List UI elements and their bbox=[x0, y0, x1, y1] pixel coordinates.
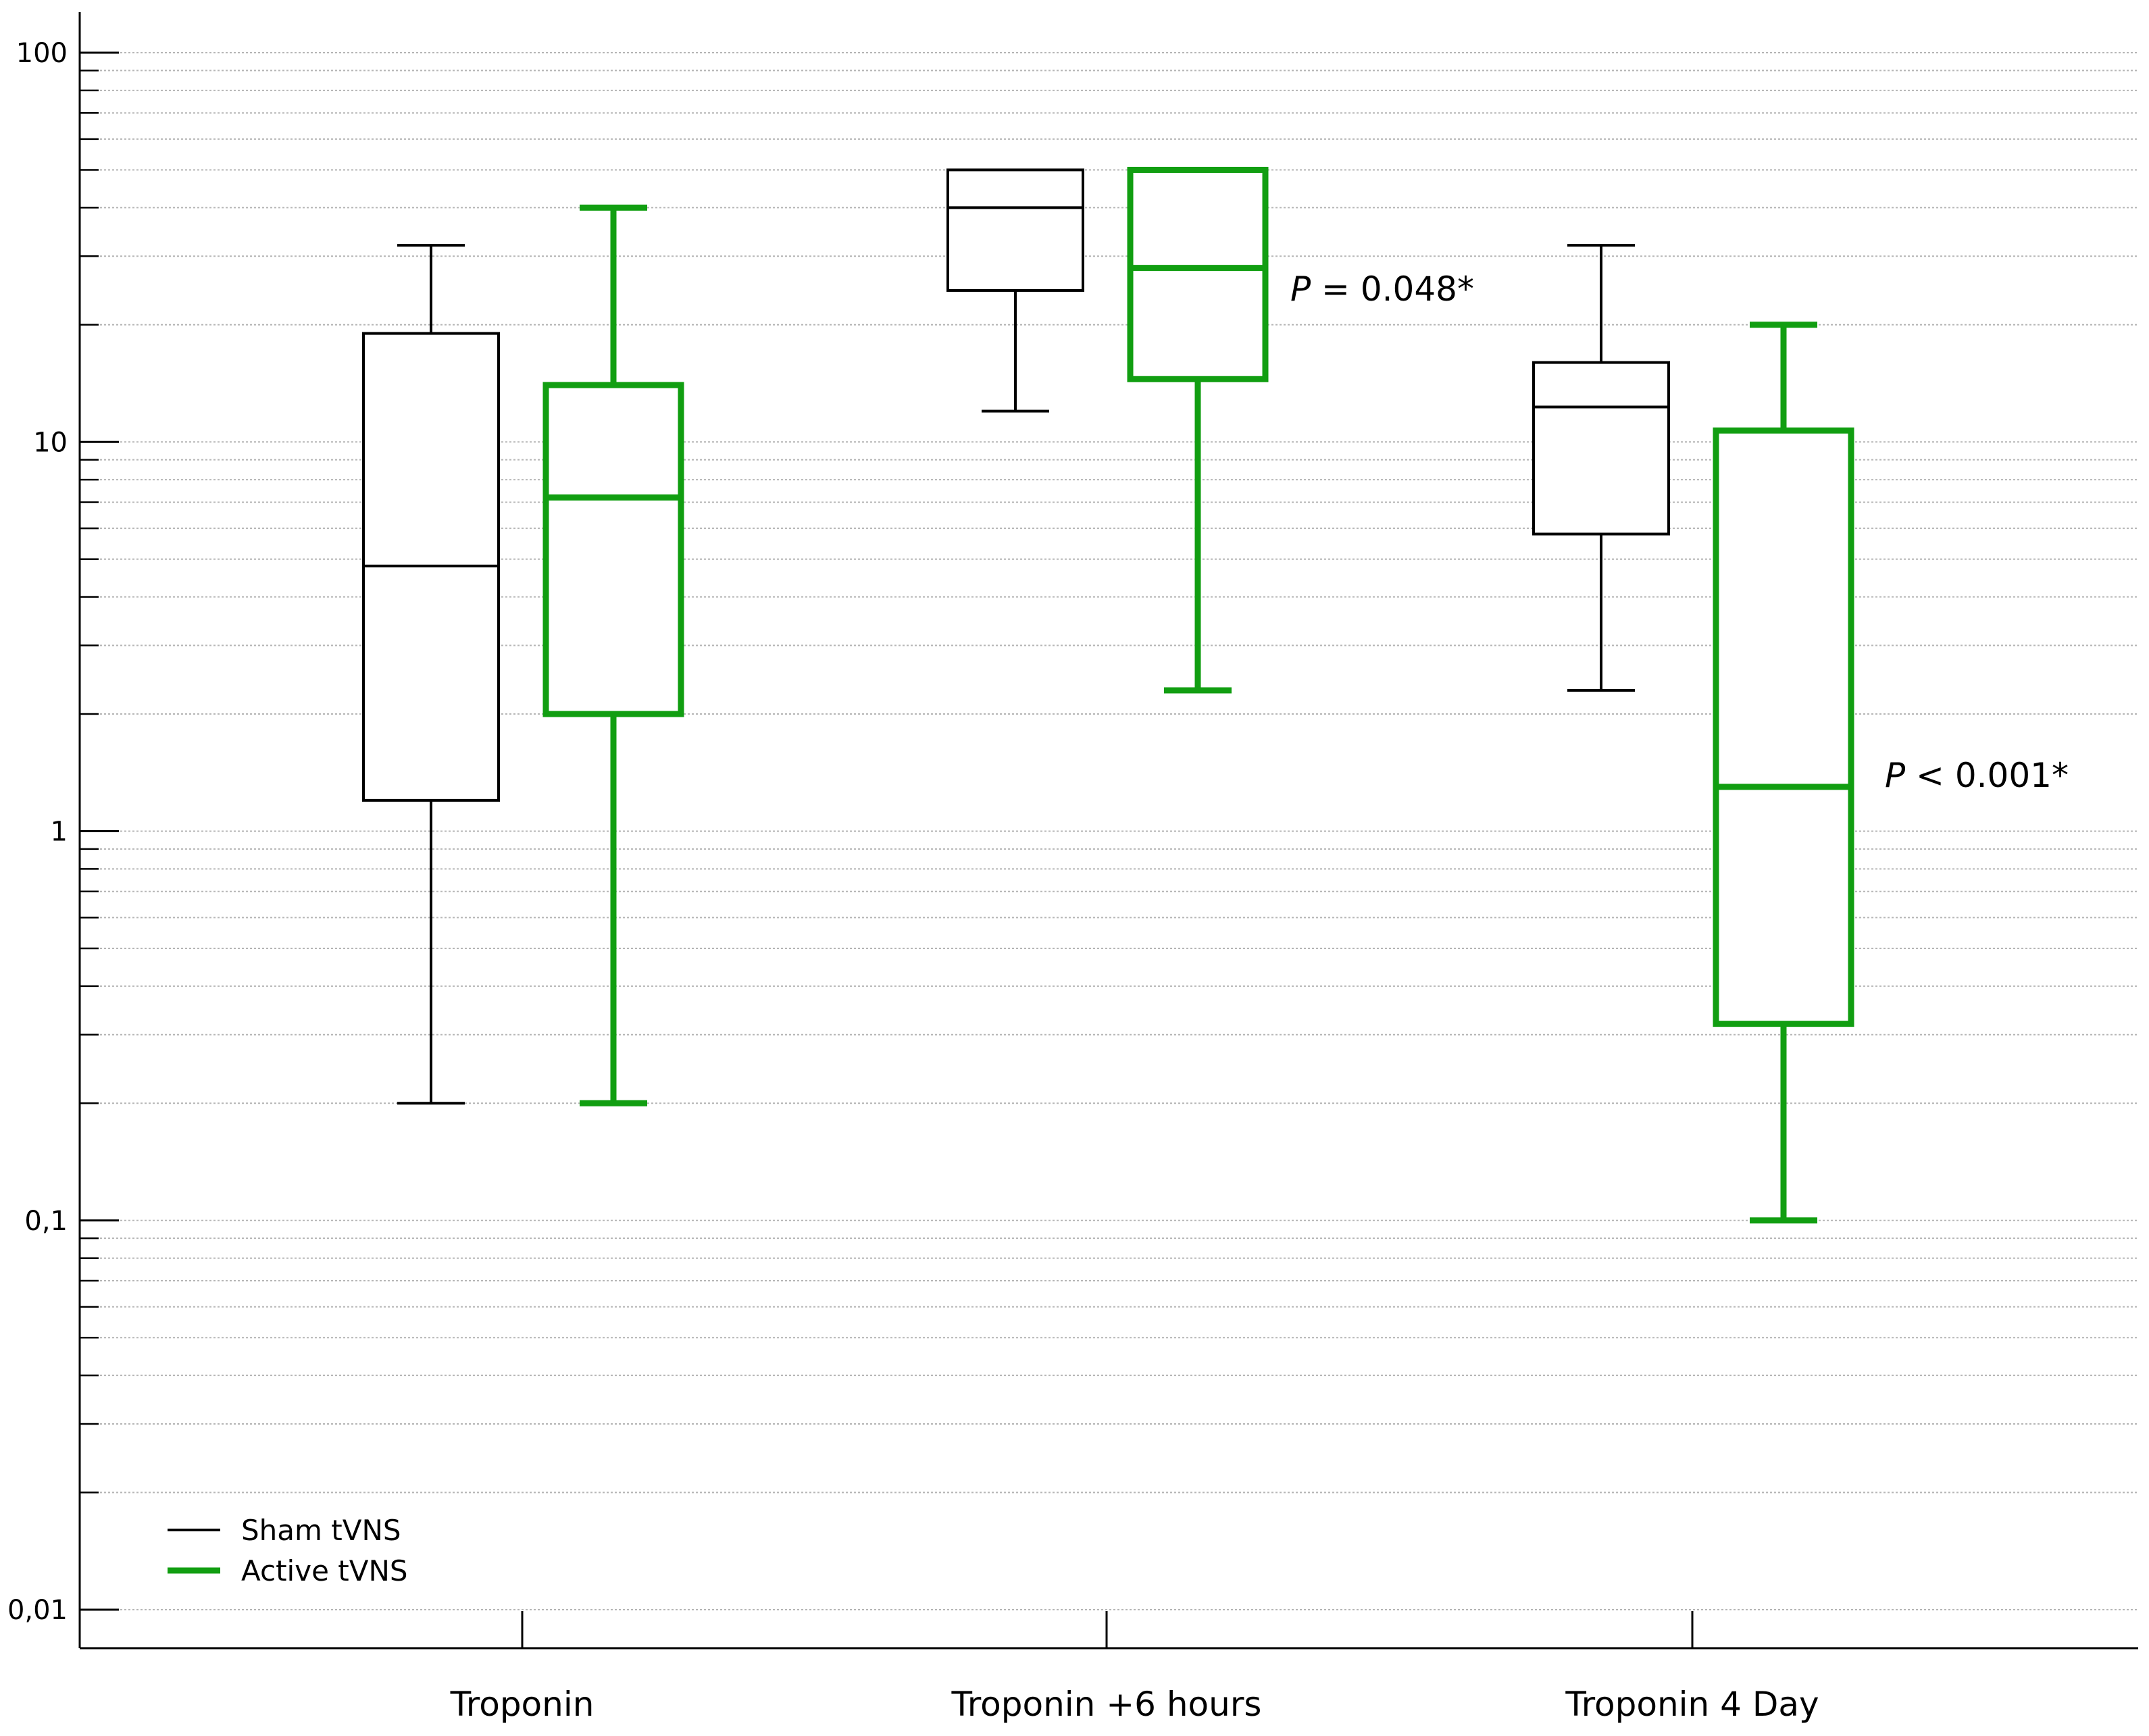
annotations: P = 0.048* P < 0.001* bbox=[1290, 270, 2069, 795]
iqr-box bbox=[946, 168, 1084, 292]
x-tick-label: Troponin bbox=[450, 1685, 595, 1724]
y-tick-label: 100 bbox=[16, 38, 68, 69]
boxes bbox=[362, 166, 1854, 1224]
x-axis-ticks: Troponin Troponin +6 hours Troponin 4 Day bbox=[450, 1611, 1819, 1724]
y-tick-label: 10 bbox=[33, 427, 68, 458]
p-value-annotation: P < 0.001* bbox=[1885, 756, 2069, 795]
box-sham bbox=[362, 244, 500, 1105]
box-sham bbox=[1532, 244, 1670, 692]
legend-label: Active tVNS bbox=[241, 1554, 408, 1587]
iqr-box bbox=[1532, 361, 1670, 536]
box-active bbox=[1713, 322, 1854, 1224]
legend: Sham tVNS Active tVNS bbox=[168, 1514, 408, 1587]
box-active bbox=[1127, 166, 1269, 694]
box-active bbox=[542, 204, 684, 1106]
y-tick-label: 1 bbox=[51, 817, 68, 848]
iqr-box bbox=[1713, 427, 1854, 1027]
iqr-box bbox=[542, 382, 684, 717]
x-tick-label: Troponin +6 hours bbox=[951, 1685, 1262, 1724]
y-tick-label: 0,01 bbox=[7, 1595, 68, 1626]
y-tick-label: 0,1 bbox=[24, 1206, 68, 1237]
iqr-box bbox=[1127, 166, 1269, 382]
legend-label: Sham tVNS bbox=[241, 1514, 401, 1547]
y-axis-ticks: 100 10 1 0,1 0,01 bbox=[7, 38, 119, 1626]
p-value-annotation: P = 0.048* bbox=[1290, 270, 1474, 309]
box-sham bbox=[946, 168, 1084, 413]
x-tick-label: Troponin 4 Day bbox=[1565, 1685, 1819, 1724]
